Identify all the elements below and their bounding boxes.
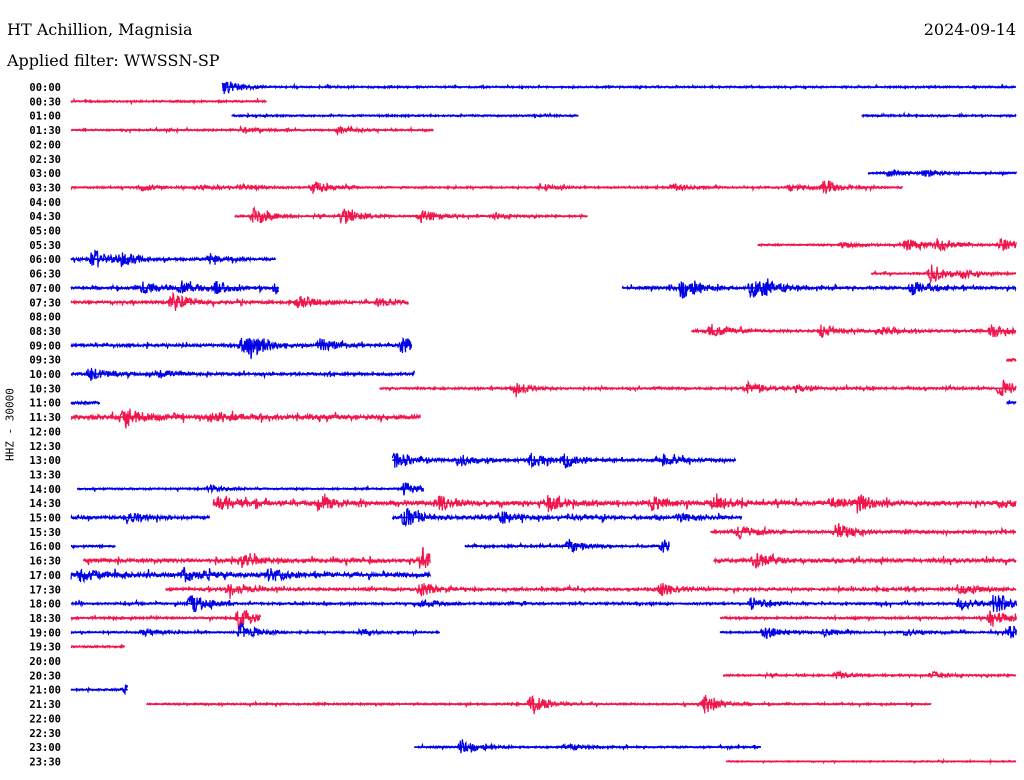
row-time-label: 18:00 xyxy=(29,599,61,611)
row-time-label: 16:30 xyxy=(29,556,61,568)
row-time-label: 15:30 xyxy=(29,527,61,539)
seismic-trace-segment xyxy=(70,609,262,630)
seismic-trace-segment xyxy=(70,621,441,639)
seismic-trace-segment xyxy=(70,408,421,430)
seismic-trace-segment xyxy=(70,513,211,525)
row-time-label: 01:00 xyxy=(29,111,61,123)
seismic-trace-segment xyxy=(165,582,1017,599)
row-time-label: 14:00 xyxy=(29,484,61,496)
row-time-label: 04:00 xyxy=(29,197,61,209)
seismic-trace-segment xyxy=(70,336,413,360)
row-time-label: 06:00 xyxy=(29,254,61,266)
row-time-label: 01:30 xyxy=(29,125,61,137)
row-time-label: 22:00 xyxy=(29,713,61,725)
row-time-label: 07:00 xyxy=(29,283,61,295)
row-time-label: 00:00 xyxy=(29,82,61,94)
seismic-trace-segment xyxy=(413,739,762,754)
seismic-trace-segment xyxy=(391,507,743,528)
row-time-label: 23:30 xyxy=(29,756,61,768)
row-time-label: 21:00 xyxy=(29,685,61,697)
row-time-label: 14:30 xyxy=(29,498,61,510)
row-time-label: 17:30 xyxy=(29,584,61,596)
date-label: 2024-09-14 xyxy=(923,20,1016,39)
seismic-trace-segment xyxy=(391,452,737,469)
row-time-label: 02:00 xyxy=(29,139,61,151)
row-time-label: 23:00 xyxy=(29,742,61,754)
filter-label: Applied filter: WWSSN-SP xyxy=(7,51,220,70)
row-time-label: 05:00 xyxy=(29,226,61,238)
seismic-trace-segment xyxy=(713,552,1017,570)
row-time-label: 20:00 xyxy=(29,656,61,668)
row-time-label: 15:00 xyxy=(29,513,61,525)
row-time-label: 03:30 xyxy=(29,182,61,194)
row-time-label: 11:00 xyxy=(29,398,61,410)
row-time-label: 19:00 xyxy=(29,627,61,639)
row-time-label: 04:30 xyxy=(29,211,61,223)
row-time-label: 13:30 xyxy=(29,469,61,481)
row-time-label: 13:00 xyxy=(29,455,61,467)
row-time-label: 00:30 xyxy=(29,96,61,108)
row-time-label: 05:30 xyxy=(29,240,61,252)
row-time-label: 11:30 xyxy=(29,412,61,424)
row-time-label: 12:00 xyxy=(29,426,61,438)
row-time-label: 08:30 xyxy=(29,326,61,338)
row-time-label: 08:00 xyxy=(29,312,61,324)
row-time-label: 07:30 xyxy=(29,297,61,309)
row-time-label: 21:30 xyxy=(29,699,61,711)
row-time-label: 20:30 xyxy=(29,670,61,682)
row-time-label: 09:00 xyxy=(29,340,61,352)
row-time-label: 12:30 xyxy=(29,441,61,453)
row-time-label: 06:30 xyxy=(29,269,61,281)
row-time-label: 17:00 xyxy=(29,570,61,582)
row-time-label: 22:30 xyxy=(29,728,61,740)
row-time-label: 18:30 xyxy=(29,613,61,625)
row-time-label: 10:30 xyxy=(29,383,61,395)
row-time-label: 19:30 xyxy=(29,642,61,654)
station-title: HT Achillion, Magnisia xyxy=(7,20,193,39)
row-time-label: 10:00 xyxy=(29,369,61,381)
seismic-trace-segment xyxy=(221,81,1016,95)
seismic-trace-segment xyxy=(83,546,431,569)
row-time-label: 16:00 xyxy=(29,541,61,553)
row-time-label: 02:30 xyxy=(29,154,61,166)
row-time-label: 03:00 xyxy=(29,168,61,180)
row-time-label: 09:30 xyxy=(29,355,61,367)
seismic-trace-segment xyxy=(709,523,1016,540)
